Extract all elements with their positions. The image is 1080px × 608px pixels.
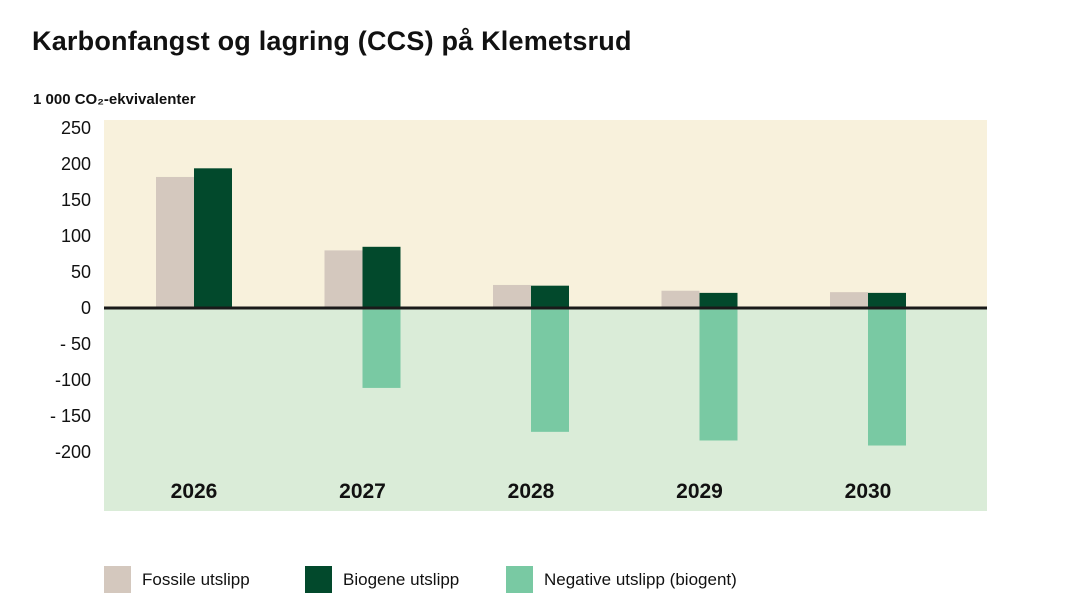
- legend-swatch-biogene: [305, 566, 332, 593]
- y-tick-label: 100: [61, 226, 91, 246]
- legend-item-fossile: Fossile utslipp: [104, 566, 250, 593]
- bar-biogene-2026: [194, 168, 232, 308]
- legend-item-biogene: Biogene utslipp: [305, 566, 459, 593]
- bar-negative-2030: [868, 308, 906, 446]
- bar-fossile-2028: [493, 284, 531, 308]
- y-tick-label: 150: [61, 190, 91, 210]
- bar-fossile-2027: [324, 250, 363, 308]
- bar-negative-2029: [699, 308, 738, 441]
- legend-swatch-negative: [506, 566, 533, 593]
- x-tick-label: 2030: [845, 480, 892, 503]
- y-tick-label: 250: [61, 118, 91, 138]
- y-tick-label: 0: [81, 298, 91, 318]
- bar-biogene-2029: [699, 292, 738, 308]
- y-axis-label: 1 000 CO₂-ekvivalenter: [33, 91, 196, 108]
- bar-fossile-2029: [661, 290, 700, 308]
- legend-label: Negative utslipp (biogent): [544, 569, 737, 589]
- bar-biogene-2028: [531, 285, 569, 308]
- legend-label: Biogene utslipp: [343, 569, 460, 589]
- chart-title: Karbonfangst og lagring (CCS) på Klemets…: [32, 26, 632, 56]
- bar-biogene-2027: [362, 246, 401, 308]
- x-tick-label: 2029: [676, 480, 723, 503]
- y-tick-label: -200: [55, 442, 91, 462]
- bar-negative-2027: [362, 308, 401, 388]
- y-tick-label: 200: [61, 154, 91, 174]
- y-tick-label: - 50: [60, 334, 91, 354]
- bar-fossile-2030: [830, 292, 868, 308]
- x-tick-label: 2028: [508, 480, 555, 503]
- bar-fossile-2026: [156, 176, 194, 308]
- bar-negative-2028: [531, 308, 569, 432]
- y-tick-label: -100: [55, 370, 91, 390]
- positive-background: [104, 120, 987, 308]
- x-tick-label: 2027: [339, 480, 386, 503]
- legend-item-negative: Negative utslipp (biogent): [506, 566, 737, 593]
- bar-biogene-2030: [868, 292, 906, 308]
- legend-label: Fossile utslipp: [142, 569, 250, 589]
- y-tick-label: 50: [71, 262, 91, 282]
- x-tick-label: 2026: [171, 480, 218, 503]
- y-tick-label: - 150: [50, 406, 91, 426]
- legend-swatch-fossile: [104, 566, 131, 593]
